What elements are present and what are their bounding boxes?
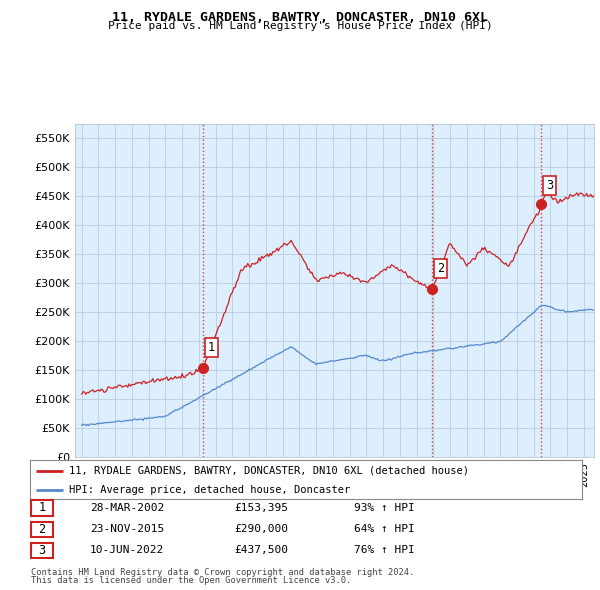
Text: 2: 2 (437, 262, 444, 275)
Text: 2: 2 (38, 523, 46, 536)
Text: HPI: Average price, detached house, Doncaster: HPI: Average price, detached house, Donc… (68, 485, 350, 495)
Text: 1: 1 (38, 502, 46, 514)
Text: 93% ↑ HPI: 93% ↑ HPI (354, 503, 415, 513)
Text: 1: 1 (208, 341, 215, 354)
Text: This data is licensed under the Open Government Licence v3.0.: This data is licensed under the Open Gov… (31, 576, 352, 585)
Text: 23-NOV-2015: 23-NOV-2015 (90, 525, 164, 534)
Text: 28-MAR-2002: 28-MAR-2002 (90, 503, 164, 513)
Text: 3: 3 (38, 544, 46, 557)
Text: 76% ↑ HPI: 76% ↑ HPI (354, 546, 415, 555)
Text: Contains HM Land Registry data © Crown copyright and database right 2024.: Contains HM Land Registry data © Crown c… (31, 568, 415, 577)
Text: 11, RYDALE GARDENS, BAWTRY, DONCASTER, DN10 6XL (detached house): 11, RYDALE GARDENS, BAWTRY, DONCASTER, D… (68, 466, 469, 476)
Text: 64% ↑ HPI: 64% ↑ HPI (354, 525, 415, 534)
Text: 10-JUN-2022: 10-JUN-2022 (90, 546, 164, 555)
Text: £437,500: £437,500 (234, 546, 288, 555)
Text: Price paid vs. HM Land Registry's House Price Index (HPI): Price paid vs. HM Land Registry's House … (107, 21, 493, 31)
Text: £290,000: £290,000 (234, 525, 288, 534)
Text: 11, RYDALE GARDENS, BAWTRY, DONCASTER, DN10 6XL: 11, RYDALE GARDENS, BAWTRY, DONCASTER, D… (112, 11, 488, 24)
Text: 3: 3 (546, 179, 553, 192)
Text: £153,395: £153,395 (234, 503, 288, 513)
